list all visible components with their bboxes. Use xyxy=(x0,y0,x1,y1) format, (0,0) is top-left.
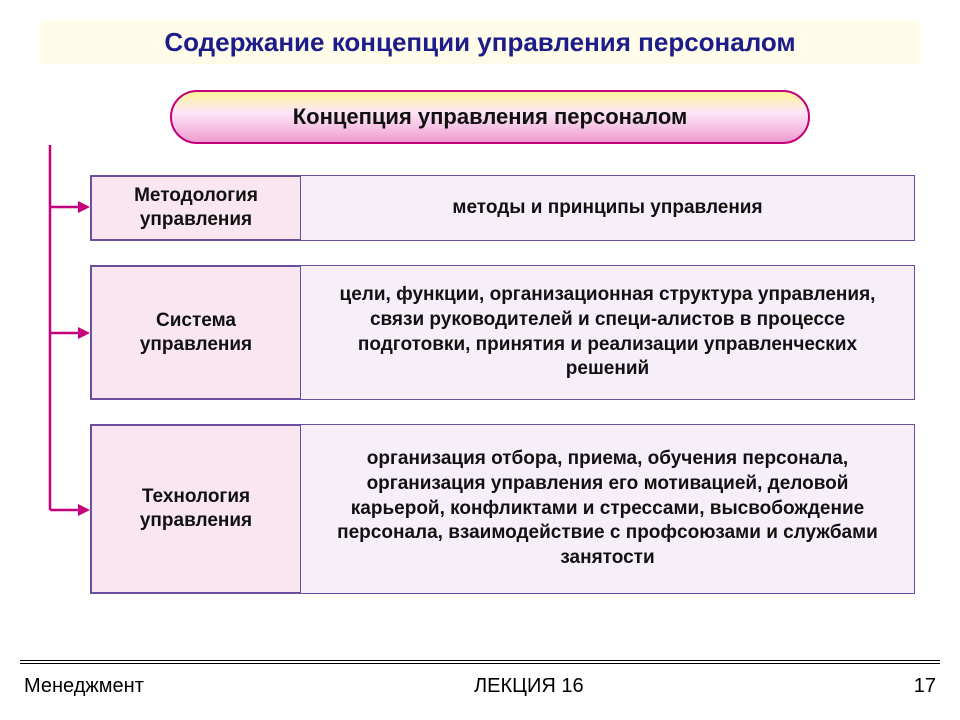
footer-center: ЛЕКЦИЯ 16 xyxy=(474,675,584,698)
footer-left: Менеджмент xyxy=(24,675,144,698)
connector-lines xyxy=(38,145,98,565)
lane-desc: организация отбора, приема, обучения пер… xyxy=(319,447,896,570)
lane-label: Методология управления xyxy=(102,184,290,232)
lane-desc-cell: организация отбора, приема, обучения пер… xyxy=(301,425,914,593)
lane-desc: методы и принципы управления xyxy=(452,196,762,221)
lane-desc-cell: методы и принципы управления xyxy=(301,176,914,240)
footer: Менеджмент ЛЕКЦИЯ 16 17 xyxy=(24,675,936,698)
lane-label-cell: Технология управления xyxy=(91,425,301,593)
concept-pill: Концепция управления персоналом xyxy=(170,90,810,144)
lane-label: Система управления xyxy=(102,309,290,357)
lane-desc: цели, функции, организационная структура… xyxy=(319,283,896,382)
title-bar: Содержание концепции управления персонал… xyxy=(40,20,920,64)
lane-label-cell: Методология управления xyxy=(91,176,301,240)
slide: Содержание концепции управления персонал… xyxy=(0,0,960,720)
lane-label: Технология управления xyxy=(102,485,290,533)
lane-technology: Технология управления организация отбора… xyxy=(90,424,915,594)
page-title: Содержание концепции управления персонал… xyxy=(164,27,795,58)
footer-divider xyxy=(20,660,940,664)
footer-right: 17 xyxy=(914,675,936,698)
lane-system: Система управления цели, функции, органи… xyxy=(90,265,915,400)
concept-pill-label: Концепция управления персоналом xyxy=(293,104,688,130)
lane-methodology: Методология управления методы и принципы… xyxy=(90,175,915,241)
lane-label-cell: Система управления xyxy=(91,266,301,399)
lane-desc-cell: цели, функции, организационная структура… xyxy=(301,266,914,399)
